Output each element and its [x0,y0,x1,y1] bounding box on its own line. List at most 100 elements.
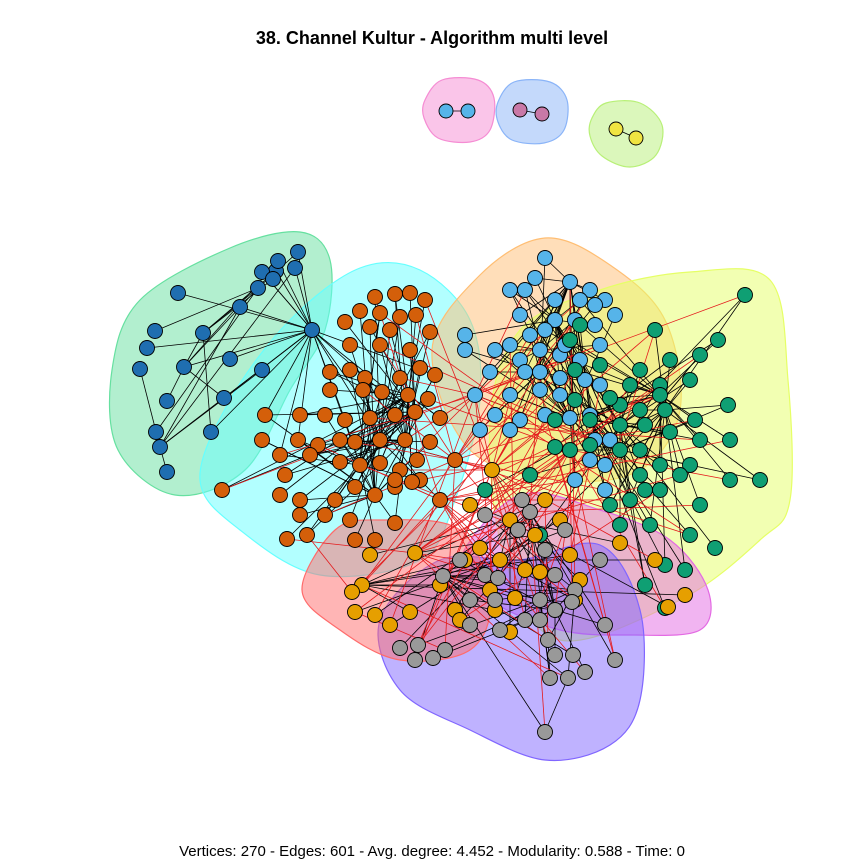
vertex [422,324,438,340]
vertex [492,622,508,638]
vertex [597,482,613,498]
vertex [547,567,563,583]
vertex [514,492,530,508]
intra-edge [146,329,313,349]
inter-edge [389,394,476,626]
intra-edge [374,519,511,616]
intra-edge [229,329,313,360]
vertex [362,410,378,426]
vertices [132,102,768,740]
vertex [737,287,753,303]
vertex [279,531,295,547]
vertex [522,504,538,520]
vertex [332,454,348,470]
vertex [372,305,388,321]
inter-edge [474,289,526,396]
vertex [642,517,658,533]
stats-footer: Vertices: 270 - Edges: 601 - Avg. degree… [179,843,685,860]
vertex [402,604,418,620]
vertex [687,412,703,428]
vertex [302,447,318,463]
vertex [537,250,553,266]
vertex [477,507,493,523]
vertex [677,562,693,578]
vertex [562,442,578,458]
vertex [502,387,518,403]
vertex [152,439,168,455]
intra-edge [534,534,669,608]
vertex [216,390,232,406]
vertex [392,309,408,325]
vertex [562,274,578,290]
vertex [597,617,613,633]
vertex [507,590,523,606]
vertex [592,337,608,353]
vertex [577,372,593,388]
intra-edge [464,319,556,336]
vertex [522,467,538,483]
intra-edge [664,409,681,476]
intra-edge [379,316,401,441]
vertex [427,367,443,383]
intra-edge [210,329,313,433]
vertex [404,474,420,490]
vertex [632,467,648,483]
vertex [292,407,308,423]
vertex [552,370,568,386]
vertex [637,417,653,433]
vertex [355,382,371,398]
vertex [647,322,663,338]
intra-edge [442,575,576,591]
vertex [587,297,603,313]
vertex [722,472,738,488]
intra-edge [589,419,666,609]
intra-edge [159,306,241,448]
vertex [532,382,548,398]
vertex [254,362,270,378]
intra-edge [524,289,541,351]
vertex [564,594,580,610]
vertex [408,307,424,323]
vertex [682,457,698,473]
vertex [407,652,423,668]
vertex [467,387,483,403]
vertex [532,364,548,380]
vertex [562,410,578,426]
vertex [290,432,306,448]
intra-edge [619,369,641,426]
vertex [342,362,358,378]
plot-title: 38. Channel Kultur - Algorithm multi lev… [255,28,609,48]
vertex [422,434,438,450]
vertex [547,292,563,308]
vertex [532,592,548,608]
vertex [374,384,390,400]
vertex [327,492,343,508]
vertex [148,424,164,440]
vertex [420,391,436,407]
vertex [372,455,388,471]
vertex [438,103,454,119]
vertex [387,286,403,302]
intra-edge [359,391,383,466]
intra-edge [354,494,376,541]
vertex [612,417,628,433]
vertex [602,497,618,513]
intra-edge [279,329,313,456]
vertex [537,542,553,558]
intra-edge [183,366,225,399]
inter-edge [414,474,681,554]
intra-edge [544,677,569,733]
vertex [292,507,308,523]
vertex [682,527,698,543]
inter-edge [362,389,456,461]
vertex [547,439,563,455]
vertex [139,340,155,356]
vertex [317,407,333,423]
vertex [662,352,678,368]
vertex [592,377,608,393]
vertex [572,317,588,333]
vertex [720,397,736,413]
vertex [322,382,338,398]
vertex [367,487,383,503]
